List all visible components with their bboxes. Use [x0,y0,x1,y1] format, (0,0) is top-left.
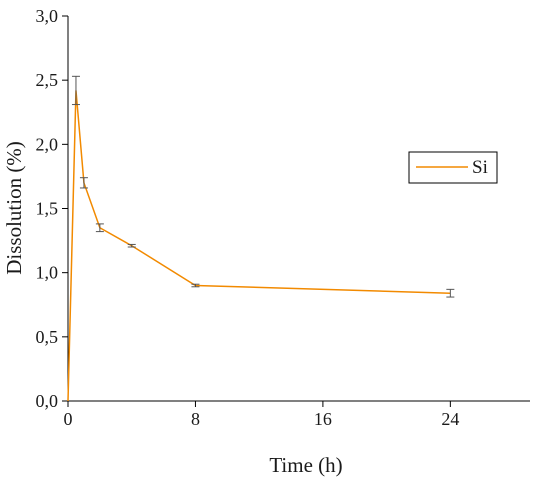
x-axis-title: Time (h) [269,453,342,477]
x-ticks: 0 8 16 24 [64,401,459,429]
y-tick-label: 0,5 [36,327,59,347]
series-line-si [67,90,451,402]
y-tick-label: 1,0 [36,263,59,283]
y-tick-label: 3,0 [36,6,59,26]
y-tick-label: 2,0 [36,134,59,154]
error-bar [127,243,136,248]
x-tick-label: 0 [64,409,73,429]
y-tick-label: 1,5 [36,199,59,219]
error-bar [446,288,455,298]
x-tick-label: 16 [314,409,332,429]
error-bar [95,223,104,233]
y-axis-title: Dissolution (%) [2,141,26,275]
legend-label-si: Si [472,157,488,178]
x-tick-label: 24 [441,409,459,429]
y-tick-label: 2,5 [36,70,59,90]
x-tick-label: 8 [191,409,200,429]
error-bar [79,177,88,189]
error-bar [71,75,80,106]
y-tick-label: 0,0 [36,391,59,411]
error-bar [191,283,200,288]
legend: Si [408,151,498,184]
y-ticks: 0,0 0,5 1,0 1,5 2,0 2,5 3,0 [36,6,68,411]
axes [67,16,530,402]
plot-area [67,75,455,402]
